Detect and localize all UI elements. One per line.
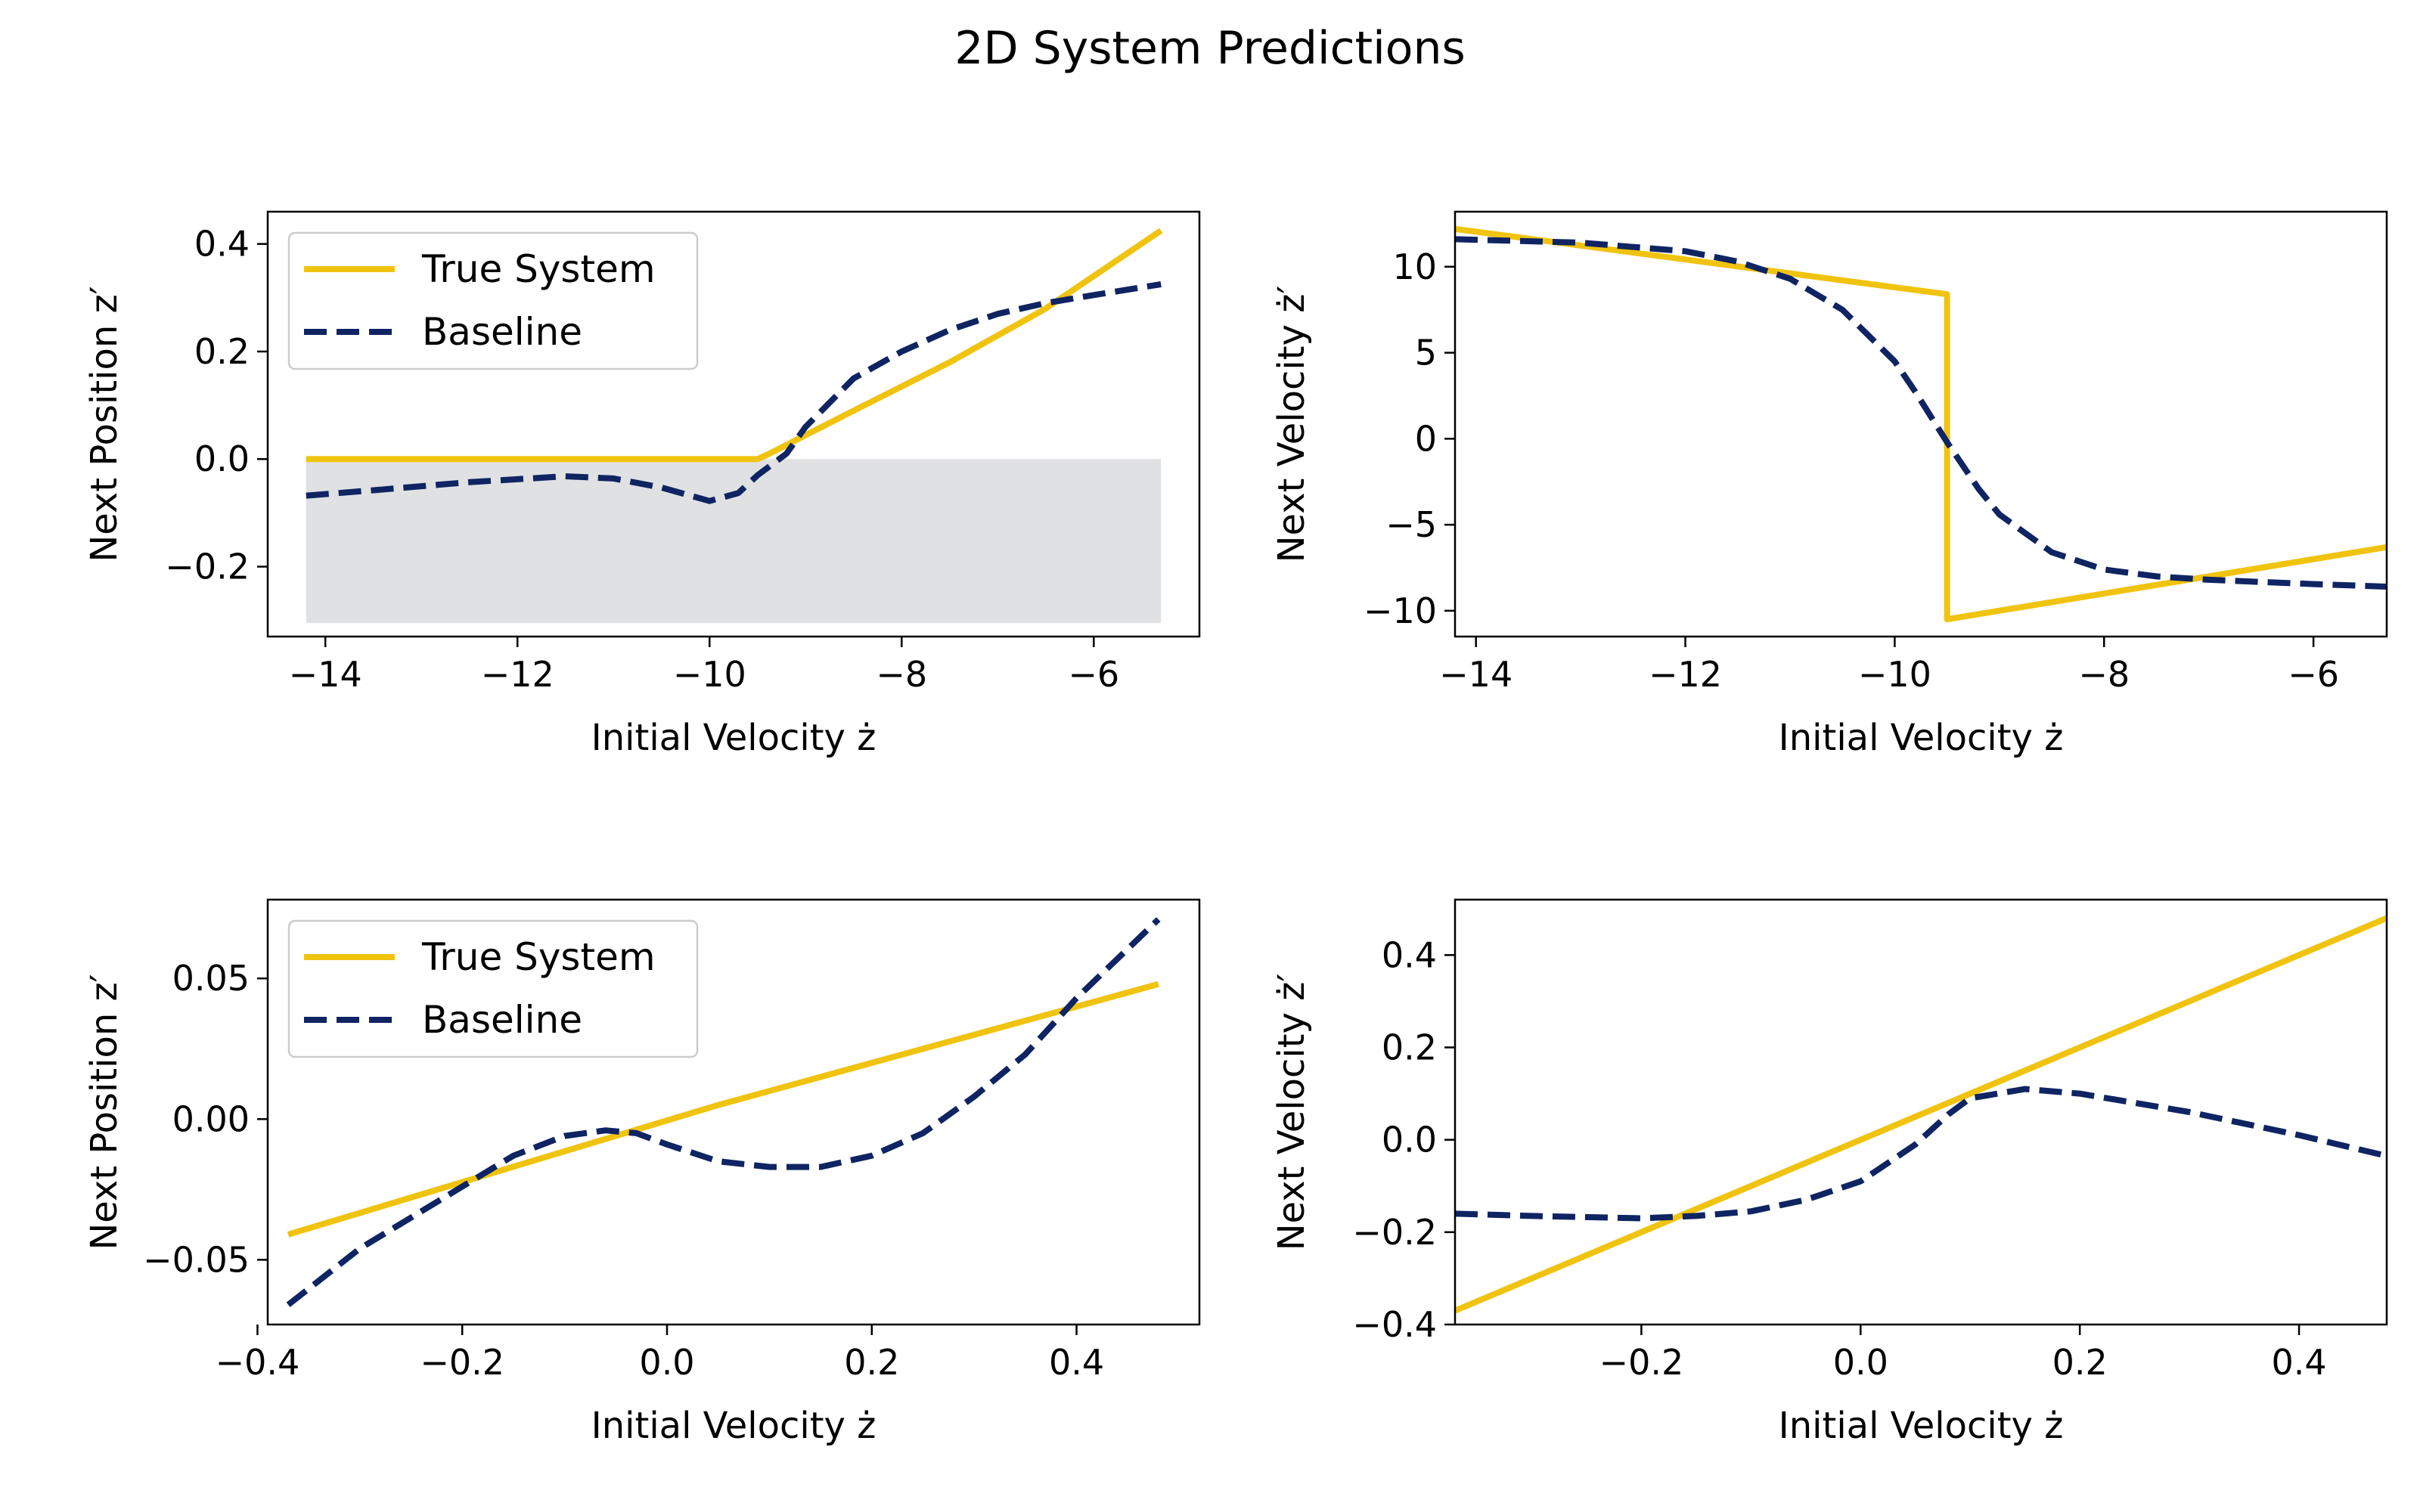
x-tick-label: −0.2 <box>420 1342 504 1383</box>
axes-frame <box>266 210 1201 638</box>
axes-frame <box>1454 210 2388 638</box>
x-axis-label: Initial Velocity ż <box>1779 717 2064 759</box>
x-axis-label: Initial Velocity ż <box>591 1405 876 1447</box>
x-axis-label: Initial Velocity ż <box>1779 1405 2064 1447</box>
x-tick-label: 0.0 <box>1833 1342 1888 1383</box>
y-tick-label: −0.2 <box>165 547 250 587</box>
legend-label: True System <box>421 935 656 979</box>
y-tick-label: 0.05 <box>172 958 250 999</box>
x-tick-label: −6 <box>2288 654 2339 695</box>
y-tick-label: −10 <box>1364 590 1437 631</box>
x-tick-label: 0.4 <box>2271 1342 2326 1383</box>
legend-label: Baseline <box>422 998 582 1042</box>
series-group <box>1455 225 2387 623</box>
y-axis-label: Next Velocity ż′ <box>1270 974 1313 1251</box>
x-tick-label: −6 <box>1068 654 1119 695</box>
chart-panel-1: −14 −12 −10 −8 −6 −0.2 0.0 0.2 0.4 Initial Veloci… <box>83 210 1201 759</box>
x-tick-label: −10 <box>673 654 746 695</box>
x-tick-label: −0.4 <box>216 1342 300 1383</box>
figure-title: 2D System Predictions <box>954 22 1466 75</box>
legend-label: True System <box>421 247 656 291</box>
x-tick-label: 0.2 <box>844 1342 899 1383</box>
x-tick-label: 0.0 <box>639 1342 694 1383</box>
y-tick-label: 0 <box>1415 418 1437 459</box>
y-tick-label: 0.0 <box>194 438 250 479</box>
y-tick-label: 0.00 <box>172 1098 250 1139</box>
y-tick-label: −0.05 <box>143 1239 250 1280</box>
y-tick-label: 0.4 <box>1382 934 1437 975</box>
series-group <box>306 228 1163 504</box>
x-tick-label: −8 <box>2078 654 2130 695</box>
y-axis-label: Next Velocity ż′ <box>1270 286 1313 563</box>
series-group <box>286 917 1161 1308</box>
panels: −14 −12 −10 −8 −6 −0.2 0.0 0.2 0.4 Initial Veloci… <box>83 210 2388 1447</box>
x-tick-label: 0.2 <box>2052 1342 2108 1383</box>
y-tick-label: 0.4 <box>194 224 250 265</box>
y-tick-label: −5 <box>1385 504 1437 545</box>
series-group <box>1455 915 2387 1314</box>
y-tick-label: 10 <box>1392 246 1437 287</box>
x-tick-label: −10 <box>1858 654 1931 695</box>
y-tick-label: 0.0 <box>1382 1120 1437 1160</box>
y-tick-label: −0.2 <box>1352 1212 1437 1253</box>
x-tick-label: −0.2 <box>1599 1342 1684 1383</box>
x-tick-label: −14 <box>289 654 362 695</box>
y-tick-label: 0.2 <box>194 331 250 372</box>
x-tick-label: −8 <box>876 654 927 695</box>
x-tick-label: 0.4 <box>1049 1342 1104 1383</box>
y-tick-label: 5 <box>1415 333 1437 373</box>
true-system-line <box>1455 915 2387 1314</box>
baseline-line <box>1455 1086 2387 1222</box>
true-system-line <box>306 228 1163 463</box>
y-axis-label: Next Position z′ <box>83 974 126 1250</box>
baseline-line <box>1455 236 2387 590</box>
axes-frame <box>266 898 1201 1326</box>
x-tick-label: −12 <box>1649 654 1722 695</box>
y-axis-label: Next Position z′ <box>83 286 126 562</box>
axes-frame <box>1454 898 2388 1326</box>
x-tick-label: −14 <box>1439 654 1512 695</box>
legend: True System Baseline <box>287 919 699 1058</box>
chart-panel-2: −14 −12 −10 −8 −6 −10 −5 0 5 10 Initial Velocity ż… <box>1270 210 2388 759</box>
legend-label: Baseline <box>422 310 582 354</box>
y-tick-label: −0.4 <box>1352 1304 1437 1345</box>
x-tick-label: −12 <box>481 654 554 695</box>
true-system-line <box>1455 225 2387 623</box>
chart-panel-4: −0.2 0.0 0.2 0.4 −0.4 −0.2 0.0 0.2 0.4 Initial Ve… <box>1270 898 2388 1447</box>
chart-panel-3: −0.4 −0.2 0.0 0.2 0.4 −0.05 0.00 0.05 Initial Ve… <box>83 898 1201 1447</box>
legend: True System Baseline <box>287 231 699 370</box>
y-tick-label: 0.2 <box>1382 1027 1437 1067</box>
true-system-line <box>287 981 1159 1238</box>
baseline-line <box>306 281 1162 504</box>
x-axis-label: Initial Velocity ż <box>591 717 876 759</box>
shaded-region <box>306 459 1162 624</box>
